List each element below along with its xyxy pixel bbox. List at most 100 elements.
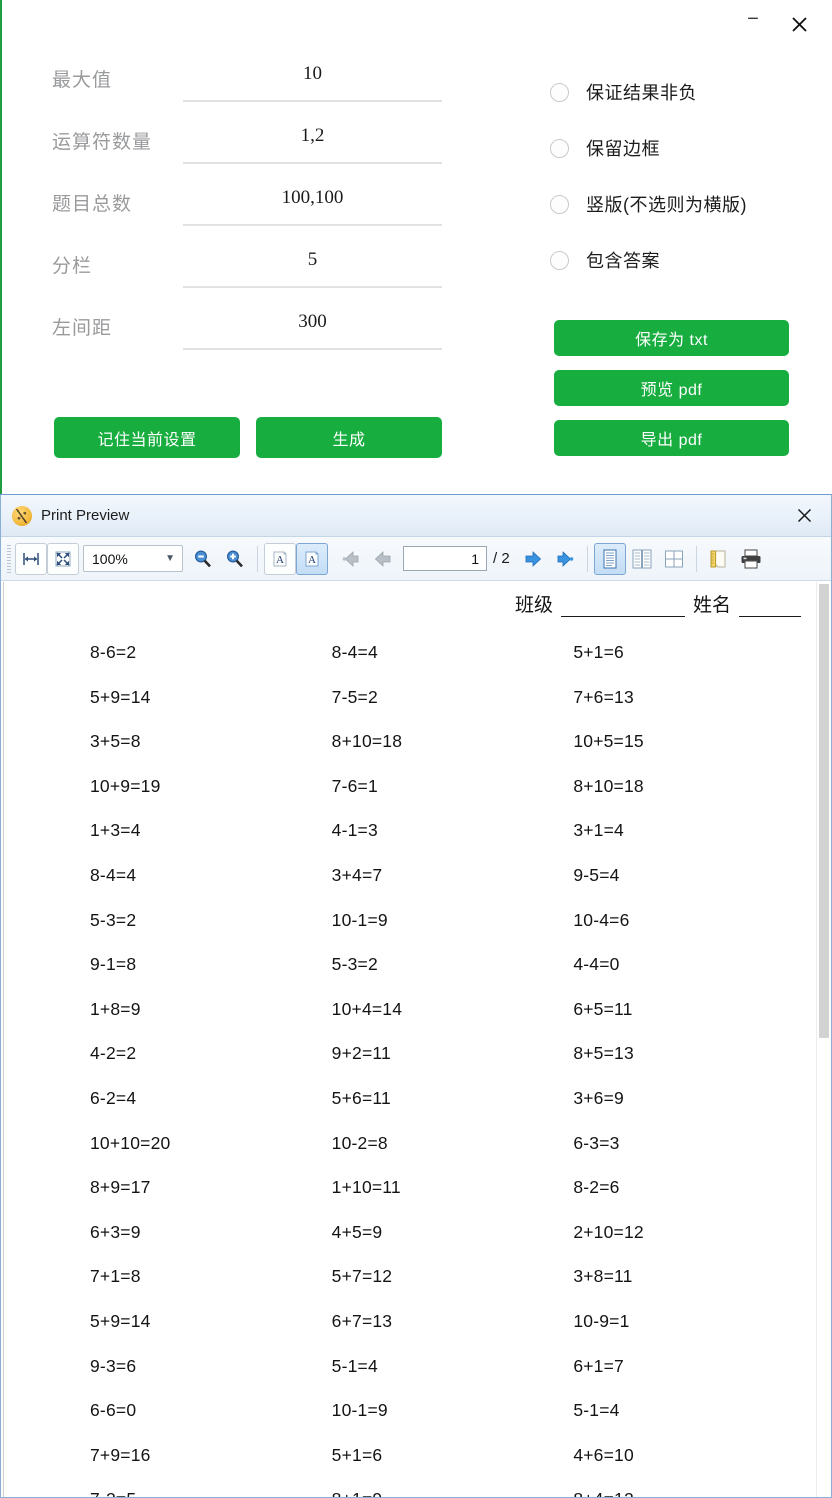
problem-item: 4+6=10 [573, 1444, 634, 1465]
print-preview-titlebar: Print Preview [1, 495, 831, 537]
zoom-level-combobox[interactable]: 100% ▼ [83, 545, 183, 572]
problem-item: 5-1=4 [573, 1400, 620, 1421]
problem-item: 8-4=4 [331, 642, 378, 662]
total-problems-input[interactable]: 100,100 [281, 187, 344, 208]
max-value-input[interactable]: 10 [303, 63, 322, 84]
problem-item: 8+9=17 [90, 1177, 151, 1198]
problem-item: 7-6=1 [331, 775, 378, 796]
problem-item: 6+1=7 [573, 1355, 624, 1376]
problem-item: 7-2=5 [90, 1477, 332, 1497]
problem-item: 10+10=20 [90, 1132, 171, 1153]
problem-item: 6-6=0 [90, 1400, 137, 1421]
zoom-in-button[interactable] [219, 543, 251, 575]
print-icon [741, 548, 761, 569]
page-number-input[interactable]: 1 [403, 546, 487, 571]
fit-page-button[interactable] [47, 542, 79, 575]
field-underline [183, 162, 442, 164]
name-blank-line [739, 600, 801, 617]
last-page-button[interactable] [549, 543, 581, 575]
problem-item: 1+8=9 [90, 998, 141, 1019]
two-page-view-button[interactable] [626, 543, 658, 575]
settings-window: − 最大值 10 运算符数量 1,2 题目总数 100,100 分栏 5 [0, 0, 832, 494]
next-page-button[interactable] [517, 543, 549, 575]
problem-item: 8+5=13 [573, 1043, 634, 1064]
problem-item: 8+4=12 [573, 1477, 815, 1497]
document-preview-area: 班级 姓名 8-6=2 5+9=14 3+5=8 10+9=19 1+3=4 8-4=4 5… [1, 581, 831, 1497]
option-keep-border[interactable]: 保留边框 [550, 120, 820, 176]
option-include-answers[interactable]: 包含答案 [550, 232, 820, 288]
print-button[interactable] [735, 543, 767, 575]
zoom-out-button[interactable] [187, 543, 219, 575]
remember-settings-button[interactable]: 记住当前设置 [54, 417, 240, 458]
app-icon [12, 505, 32, 526]
field-row-left-margin: 左间距 300 [52, 303, 442, 365]
fit-width-icon [23, 552, 39, 565]
page-setup-icon [710, 550, 726, 567]
portrait-orientation-button[interactable]: A [264, 542, 296, 575]
print-preview-close-button[interactable] [791, 503, 817, 529]
option-nonnegative-result[interactable]: 保证结果非负 [550, 64, 820, 120]
problem-item: 5+1=6 [573, 642, 624, 662]
previous-page-icon [374, 550, 391, 567]
field-label: 运算符数量 [52, 132, 153, 153]
next-page-icon [525, 550, 541, 567]
problem-item: 10+4=14 [331, 998, 403, 1019]
problem-item: 1+3=4 [90, 820, 141, 841]
zoom-level-value: 100% [92, 550, 128, 567]
worksheet-header: 班级 姓名 [515, 590, 801, 617]
close-button[interactable] [776, 5, 822, 43]
field-label: 左间距 [52, 318, 113, 339]
four-page-view-button[interactable] [658, 543, 690, 575]
operator-count-input[interactable]: 1,2 [300, 125, 325, 146]
problem-item: 4-2=2 [90, 1043, 137, 1064]
portrait-orientation-icon: A [273, 551, 287, 566]
single-page-view-button[interactable] [593, 542, 626, 575]
minimize-button[interactable]: − [730, 5, 776, 43]
problem-item: 6+7=13 [331, 1310, 393, 1331]
problem-item: 6+5=11 [573, 998, 633, 1019]
page-total-label: / 2 [493, 550, 510, 567]
problem-item: 5-3=2 [90, 909, 137, 930]
radio-icon[interactable] [550, 194, 569, 214]
option-vertical-layout[interactable]: 竖版(不选则为横版) [550, 176, 820, 232]
radio-icon[interactable] [550, 82, 569, 102]
document-scrollbar[interactable] [816, 582, 831, 1497]
toolbar-separator [695, 545, 697, 572]
print-preview-title: Print Preview [41, 507, 130, 524]
fit-page-icon [55, 551, 71, 566]
problem-item: 8-2=6 [573, 1177, 620, 1198]
fit-width-button[interactable] [15, 542, 47, 575]
field-row-total-problems: 题目总数 100,100 [52, 179, 442, 241]
document-scrollbar-thumb[interactable] [819, 584, 829, 1038]
page-setup-button[interactable] [703, 543, 735, 575]
problem-column-1: 8-6=2 5+9=14 3+5=8 10+9=19 1+3=4 8-4=4 5-3=2 9-… [90, 630, 332, 1497]
field-underline [183, 286, 442, 288]
save-as-txt-button[interactable]: 保存为 txt [554, 320, 789, 356]
landscape-orientation-button[interactable]: A [296, 542, 328, 575]
field-label: 题目总数 [52, 194, 133, 215]
settings-right-buttons: 保存为 txt 预览 pdf 导出 pdf [554, 320, 789, 456]
toolbar-grip[interactable] [7, 544, 11, 573]
toolbar-separator [257, 545, 258, 572]
landscape-orientation-icon: A [305, 551, 319, 566]
settings-form: 最大值 10 运算符数量 1,2 题目总数 100,100 分栏 5 左间距 3… [52, 55, 442, 365]
radio-icon[interactable] [550, 250, 569, 270]
chevron-down-icon[interactable]: ▼ [165, 552, 175, 564]
problem-item: 1+10=11 [331, 1177, 401, 1198]
problem-item: 10-1=9 [331, 1400, 388, 1421]
problem-item: 7+6=13 [573, 686, 634, 707]
print-preview-toolbar: 100% ▼ A [1, 537, 831, 581]
radio-icon[interactable] [550, 138, 569, 158]
columns-input[interactable]: 5 [307, 249, 318, 270]
settings-left-buttons: 记住当前设置 生成 [54, 417, 442, 458]
option-label: 保证结果非负 [586, 83, 697, 103]
settings-titlebar: − [2, 0, 832, 48]
preview-pdf-button[interactable]: 预览 pdf [554, 370, 789, 406]
previous-page-button[interactable] [367, 543, 399, 575]
problem-item: 9-5=4 [573, 864, 620, 885]
export-pdf-button[interactable]: 导出 pdf [554, 420, 789, 456]
problem-item: 10-9=1 [573, 1310, 630, 1331]
left-margin-input[interactable]: 300 [298, 311, 327, 332]
first-page-button[interactable] [335, 543, 367, 575]
generate-button[interactable]: 生成 [256, 417, 442, 458]
